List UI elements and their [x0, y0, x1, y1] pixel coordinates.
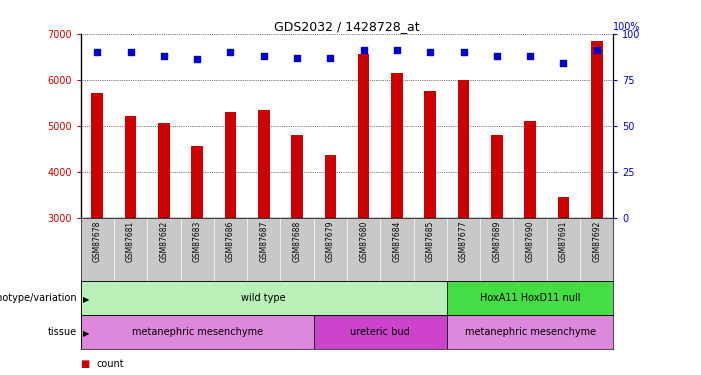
Bar	[447, 281, 613, 315]
Bar	[91, 93, 103, 218]
Bar	[524, 121, 536, 218]
Point	[158, 53, 170, 59]
Bar	[291, 135, 303, 218]
Point	[358, 47, 369, 53]
Text: GSM87686: GSM87686	[226, 220, 235, 262]
Point	[558, 60, 569, 66]
Text: metanephric mesenchyme: metanephric mesenchyme	[132, 327, 263, 337]
Text: GSM87678: GSM87678	[93, 220, 102, 262]
Bar	[224, 112, 236, 218]
Point	[258, 53, 269, 59]
Text: metanephric mesenchyme: metanephric mesenchyme	[465, 327, 596, 337]
Bar	[447, 315, 613, 349]
Point	[524, 53, 536, 59]
Text: GSM87683: GSM87683	[193, 220, 202, 262]
Text: ■: ■	[81, 359, 90, 369]
Point	[325, 55, 336, 61]
Point	[391, 47, 402, 53]
Text: ureteric bud: ureteric bud	[350, 327, 410, 337]
Title: GDS2032 / 1428728_at: GDS2032 / 1428728_at	[274, 20, 420, 33]
Bar	[314, 315, 447, 349]
Text: wild type: wild type	[241, 293, 286, 303]
Text: genotype/variation: genotype/variation	[0, 293, 77, 303]
Point	[92, 49, 103, 55]
Text: GSM87685: GSM87685	[426, 220, 435, 262]
Text: GSM87688: GSM87688	[292, 220, 301, 262]
Bar	[81, 281, 447, 315]
Text: GSM87690: GSM87690	[526, 220, 535, 262]
Text: ▶: ▶	[83, 296, 89, 304]
Point	[425, 49, 436, 55]
Bar	[557, 197, 569, 217]
Text: GSM87677: GSM87677	[459, 220, 468, 262]
Text: HoxA11 HoxD11 null: HoxA11 HoxD11 null	[480, 293, 580, 303]
Text: GSM87680: GSM87680	[359, 220, 368, 262]
Point	[491, 53, 503, 59]
Point	[191, 57, 203, 63]
Bar	[125, 116, 137, 218]
Text: GSM87684: GSM87684	[393, 220, 402, 262]
Text: GSM87692: GSM87692	[592, 220, 601, 262]
Text: GSM87687: GSM87687	[259, 220, 268, 262]
Text: GSM87681: GSM87681	[126, 220, 135, 262]
Bar	[258, 110, 270, 218]
Bar	[81, 315, 314, 349]
Bar	[358, 54, 369, 217]
Bar	[458, 80, 470, 218]
Point	[292, 55, 303, 61]
Bar	[325, 156, 336, 218]
Text: GSM87689: GSM87689	[492, 220, 501, 262]
Point	[225, 49, 236, 55]
Text: GSM87679: GSM87679	[326, 220, 335, 262]
Point	[591, 47, 602, 53]
Bar	[191, 146, 203, 218]
Bar	[391, 73, 403, 217]
Point	[458, 49, 469, 55]
Text: ▶: ▶	[83, 329, 89, 338]
Text: count: count	[96, 359, 123, 369]
Point	[125, 49, 136, 55]
Text: tissue: tissue	[48, 327, 77, 337]
Text: 100%: 100%	[613, 22, 641, 32]
Bar	[591, 40, 603, 218]
Bar	[158, 123, 170, 218]
Text: GSM87691: GSM87691	[559, 220, 568, 262]
Text: GSM87682: GSM87682	[159, 220, 168, 262]
Bar	[491, 135, 503, 218]
Bar	[424, 91, 436, 218]
